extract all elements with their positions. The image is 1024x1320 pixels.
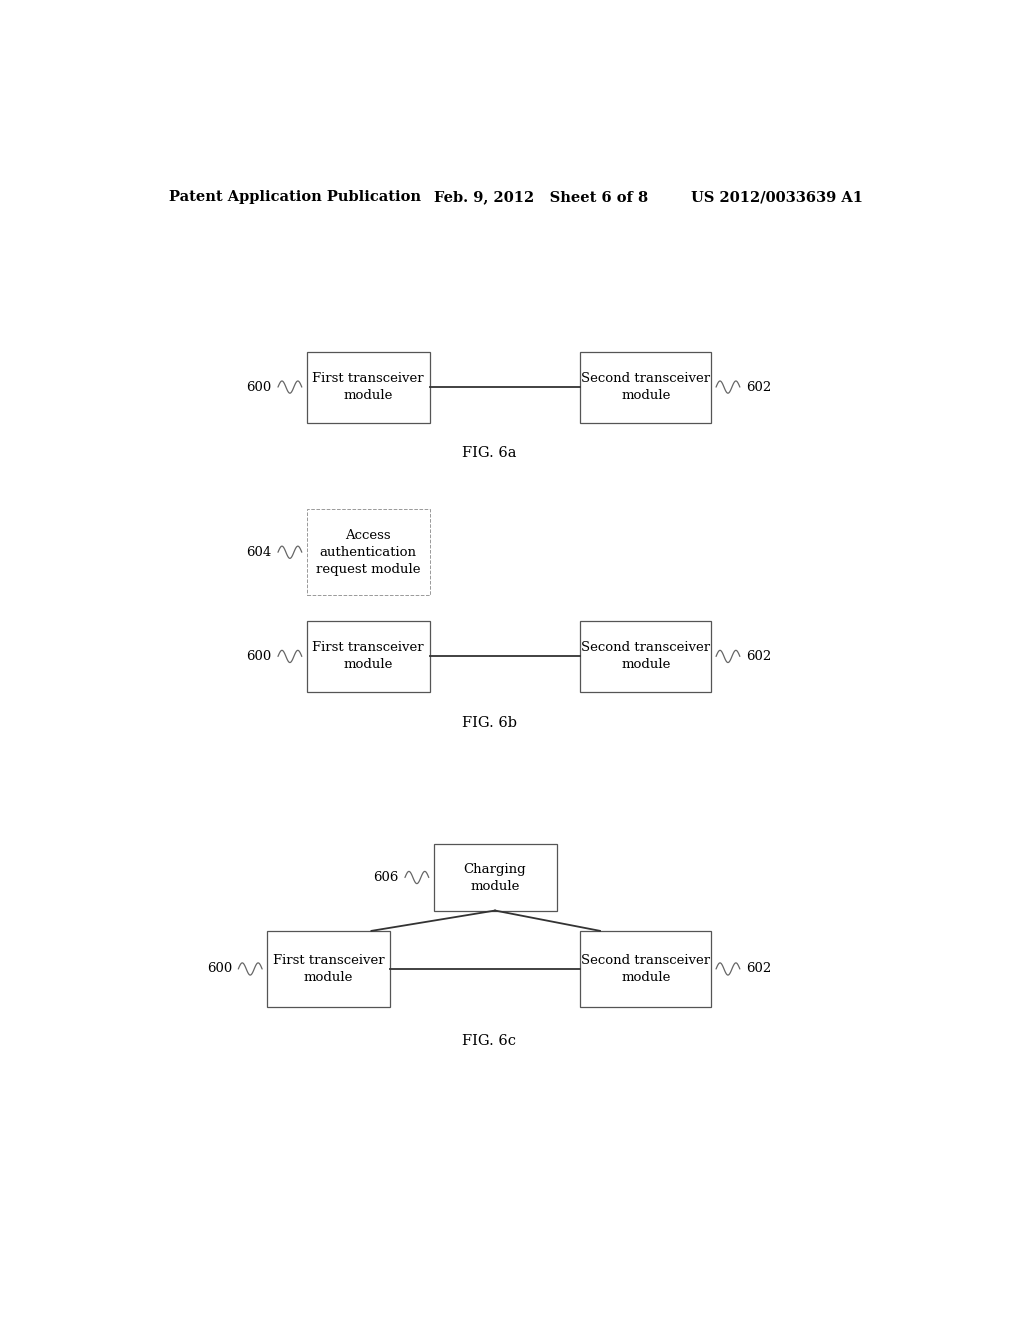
Text: Second transceiver
module: Second transceiver module	[582, 954, 711, 983]
FancyBboxPatch shape	[581, 620, 712, 692]
FancyBboxPatch shape	[306, 620, 430, 692]
Text: First transceiver
module: First transceiver module	[312, 642, 424, 672]
FancyBboxPatch shape	[306, 351, 430, 422]
Text: FIG. 6c: FIG. 6c	[462, 1034, 516, 1048]
Text: Charging
module: Charging module	[464, 862, 526, 892]
Text: Access
authentication
request module: Access authentication request module	[315, 529, 420, 576]
Text: Second transceiver
module: Second transceiver module	[582, 642, 711, 672]
Text: FIG. 6a: FIG. 6a	[462, 446, 516, 461]
Text: 602: 602	[746, 649, 771, 663]
FancyBboxPatch shape	[267, 931, 390, 1007]
Text: 602: 602	[746, 962, 771, 975]
Text: 600: 600	[207, 962, 232, 975]
Text: 604: 604	[247, 545, 271, 558]
Text: US 2012/0033639 A1: US 2012/0033639 A1	[691, 190, 863, 205]
FancyBboxPatch shape	[433, 845, 557, 911]
FancyBboxPatch shape	[581, 351, 712, 422]
Text: First transceiver
module: First transceiver module	[312, 372, 424, 403]
Text: Feb. 9, 2012   Sheet 6 of 8: Feb. 9, 2012 Sheet 6 of 8	[433, 190, 647, 205]
Text: 600: 600	[247, 649, 271, 663]
Text: 606: 606	[373, 871, 398, 884]
Text: FIG. 6b: FIG. 6b	[462, 715, 516, 730]
FancyBboxPatch shape	[306, 510, 430, 595]
Text: 600: 600	[247, 380, 271, 393]
FancyBboxPatch shape	[581, 931, 712, 1007]
Text: Patent Application Publication: Patent Application Publication	[169, 190, 421, 205]
Text: Second transceiver
module: Second transceiver module	[582, 372, 711, 403]
Text: 602: 602	[746, 380, 771, 393]
Text: First transceiver
module: First transceiver module	[272, 954, 384, 983]
